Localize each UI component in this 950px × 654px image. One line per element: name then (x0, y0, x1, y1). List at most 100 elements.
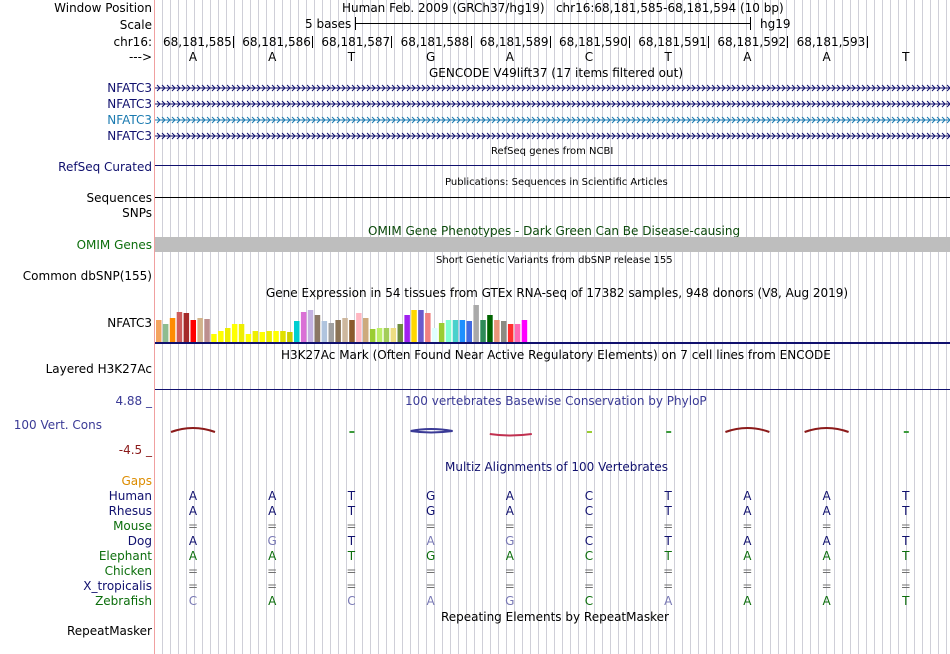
gtex-tissue-bar[interactable] (252, 331, 259, 342)
species-label[interactable]: Zebrafish (95, 594, 152, 608)
gtex-tissue-bar[interactable] (438, 323, 445, 342)
gtex-tissue-bar[interactable] (480, 320, 486, 342)
gtex-tissue-bar[interactable] (238, 324, 245, 342)
dbsnp-track-label[interactable]: Common dbSNP(155) (22, 269, 152, 283)
species-label[interactable]: Chicken (104, 564, 152, 578)
gtex-tissue-bar[interactable] (494, 320, 500, 342)
phylop-plot[interactable] (155, 420, 950, 442)
gtex-tissue-bar[interactable] (432, 328, 438, 342)
alignment-base: = (583, 519, 595, 533)
gtex-tissue-bar[interactable] (521, 320, 528, 342)
gtex-tissue-bar[interactable] (335, 320, 341, 342)
species-label[interactable]: Rhesus (108, 504, 152, 518)
gtex-tissue-bar[interactable] (273, 331, 279, 342)
gtex-tissue-bar[interactable] (266, 331, 272, 342)
species-label[interactable]: Human (108, 489, 152, 503)
phylop-track-title[interactable]: 100 vertebrates Basewise Conservation by… (405, 394, 707, 408)
phylop-track-label[interactable]: 100 Vert. Cons (13, 418, 102, 432)
gtex-bar-chart[interactable] (155, 300, 950, 345)
multiz-track-title[interactable]: Multiz Alignments of 100 Vertebrates (445, 460, 669, 474)
gtex-tissue-bar[interactable] (190, 320, 197, 342)
gencode-transcript-line[interactable] (155, 99, 950, 109)
gaps-track-label[interactable]: Gaps (121, 474, 152, 488)
dbsnp-track-title[interactable]: Short Genetic Variants from dbSNP releas… (436, 255, 673, 266)
gtex-tissue-bar[interactable] (169, 318, 176, 342)
gtex-tissue-bar[interactable] (287, 332, 293, 342)
gtex-tissue-bar[interactable] (425, 313, 431, 342)
gtex-tissue-bar[interactable] (369, 329, 376, 342)
gtex-tissue-bar[interactable] (259, 332, 266, 342)
gtex-tissue-bar[interactable] (307, 310, 314, 342)
grid-line (890, 0, 891, 654)
gtex-tissue-bar[interactable] (390, 328, 397, 342)
gencode-item-label[interactable]: NFATC3 (107, 113, 152, 127)
gtex-tissue-bar[interactable] (418, 310, 424, 342)
repeatmasker-track-title[interactable]: Repeating Elements by RepeatMasker (441, 610, 669, 624)
h3k27ac-track-label[interactable]: Layered H3K27Ac (45, 362, 152, 376)
alignment-base: A (188, 504, 198, 518)
gtex-tissue-bar[interactable] (197, 318, 203, 342)
position-label: 68,181,587 (321, 35, 391, 49)
grid-line (258, 0, 259, 654)
gtex-tissue-bar[interactable] (376, 328, 383, 342)
gtex-tissue-bar[interactable] (280, 331, 286, 342)
gtex-tissue-bar[interactable] (487, 315, 493, 342)
sequences-track-label[interactable]: Sequences (86, 191, 152, 205)
gtex-tissue-bar[interactable] (231, 324, 238, 342)
gtex-tissue-bar[interactable] (473, 305, 479, 342)
gtex-tissue-bar[interactable] (501, 321, 507, 342)
species-label[interactable]: Elephant (98, 549, 152, 563)
gtex-tissue-bar[interactable] (328, 323, 335, 342)
gtex-tissue-bar[interactable] (218, 331, 224, 342)
refseq-track-label[interactable]: RefSeq Curated (58, 160, 152, 174)
gtex-tissue-bar[interactable] (356, 313, 362, 342)
gtex-tissue-bar[interactable] (459, 320, 466, 342)
gencode-item-label[interactable]: NFATC3 (107, 129, 152, 143)
gencode-item-label[interactable]: NFATC3 (107, 81, 152, 95)
gtex-tissue-bar[interactable] (514, 324, 521, 342)
gtex-tissue-bar[interactable] (342, 318, 348, 342)
omim-track-title[interactable]: OMIM Gene Phenotypes - Dark Green Can Be… (368, 224, 741, 238)
repeatmasker-track-label[interactable]: RepeatMasker (66, 624, 152, 638)
gencode-transcript-line[interactable] (155, 115, 950, 125)
alignment-base: A (743, 594, 752, 608)
gtex-tissue-bar[interactable] (294, 321, 300, 342)
gtex-tissue-bar[interactable] (363, 318, 369, 342)
gtex-tissue-bar[interactable] (452, 320, 459, 342)
gtex-track-title[interactable]: Gene Expression in 54 tissues from GTEx … (266, 286, 849, 300)
gtex-track-label[interactable]: NFATC3 (107, 316, 152, 330)
species-label[interactable]: X_tropicalis (83, 579, 152, 593)
h3k27ac-track-title[interactable]: H3K27Ac Mark (Often Found Near Active Re… (281, 348, 831, 362)
gtex-tissue-bar[interactable] (321, 321, 328, 342)
gtex-tissue-bar[interactable] (411, 310, 417, 342)
alignment-base: = (267, 579, 278, 593)
gtex-tissue-bar[interactable] (211, 334, 217, 342)
gencode-item-label[interactable]: NFATC3 (107, 97, 152, 111)
gtex-tissue-bar[interactable] (466, 321, 473, 342)
species-label[interactable]: Mouse (113, 519, 152, 533)
gtex-tissue-bar[interactable] (383, 328, 390, 342)
gtex-tissue-bar[interactable] (162, 324, 169, 342)
gencode-transcript-line[interactable] (155, 131, 950, 141)
omim-track-label[interactable]: OMIM Genes (76, 238, 152, 252)
gtex-tissue-bar[interactable] (397, 324, 404, 342)
gtex-tissue-bar[interactable] (314, 315, 321, 342)
gtex-tissue-bar[interactable] (404, 315, 410, 342)
gtex-tissue-bar[interactable] (204, 319, 210, 342)
refseq-track-title[interactable]: RefSeq genes from NCBI (491, 146, 614, 157)
gtex-tissue-bar[interactable] (445, 320, 452, 342)
gtex-tissue-bar[interactable] (507, 324, 514, 342)
gtex-tissue-bar[interactable] (225, 328, 231, 342)
gencode-track-title[interactable]: GENCODE V49lift37 (17 items filtered out… (429, 66, 684, 80)
gtex-tissue-bar[interactable] (245, 334, 252, 342)
gtex-tissue-bar[interactable] (183, 313, 190, 342)
gtex-tissue-bar[interactable] (349, 320, 355, 342)
gencode-transcript-line[interactable] (155, 83, 950, 93)
snps-track-label[interactable]: SNPs (122, 206, 152, 220)
gtex-tissue-bar[interactable] (176, 312, 183, 342)
gtex-tissue-bar[interactable] (300, 312, 307, 342)
gtex-tissue-bar[interactable] (156, 320, 162, 342)
publications-track-title[interactable]: Publications: Sequences in Scientific Ar… (445, 177, 668, 188)
omim-gene-bar[interactable] (155, 237, 950, 252)
species-label[interactable]: Dog (127, 534, 152, 548)
